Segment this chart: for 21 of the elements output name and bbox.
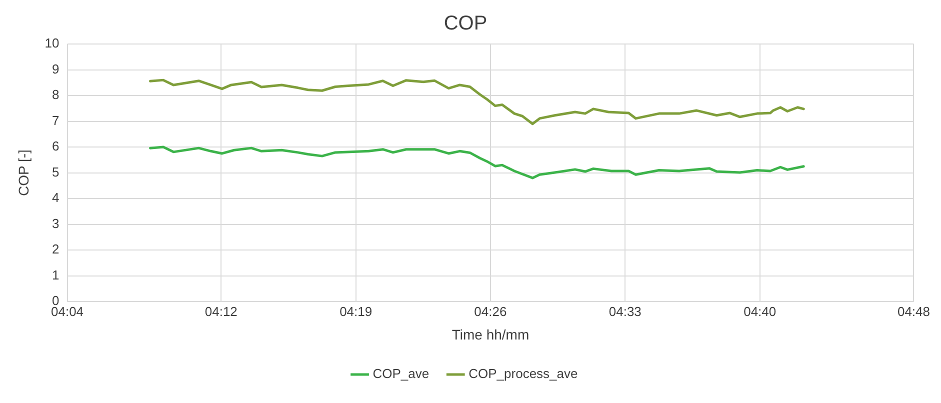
y-axis-title: COP [-] bbox=[15, 150, 32, 196]
x-tick-label: 04:26 bbox=[474, 304, 507, 319]
x-tick-label: 04:40 bbox=[744, 304, 776, 319]
y-tick-label: 3 bbox=[52, 216, 60, 231]
y-tick-label: 7 bbox=[52, 112, 60, 128]
y-tick-label: 10 bbox=[44, 36, 60, 51]
y-tick-label: 5 bbox=[52, 164, 60, 180]
legend-label: COP_process_ave bbox=[468, 366, 578, 382]
y-tick-label: 6 bbox=[52, 138, 60, 154]
y-tick-label: 4 bbox=[52, 190, 60, 206]
y-tick-label: 9 bbox=[52, 61, 60, 76]
x-tick-label: 04:12 bbox=[204, 304, 238, 319]
chart-title: COP bbox=[444, 12, 488, 35]
x-tick-label: 04:19 bbox=[340, 304, 372, 319]
x-axis-title: Time hh/mm bbox=[452, 326, 530, 342]
x-tick-label: 04:48 bbox=[897, 304, 930, 319]
legend-label: COP_ave bbox=[372, 366, 430, 382]
y-tick-label: 1 bbox=[52, 267, 60, 282]
y-tick-label: 2 bbox=[52, 242, 60, 257]
y-tick-label: 8 bbox=[52, 87, 60, 102]
x-tick-label: 04:33 bbox=[608, 304, 642, 319]
